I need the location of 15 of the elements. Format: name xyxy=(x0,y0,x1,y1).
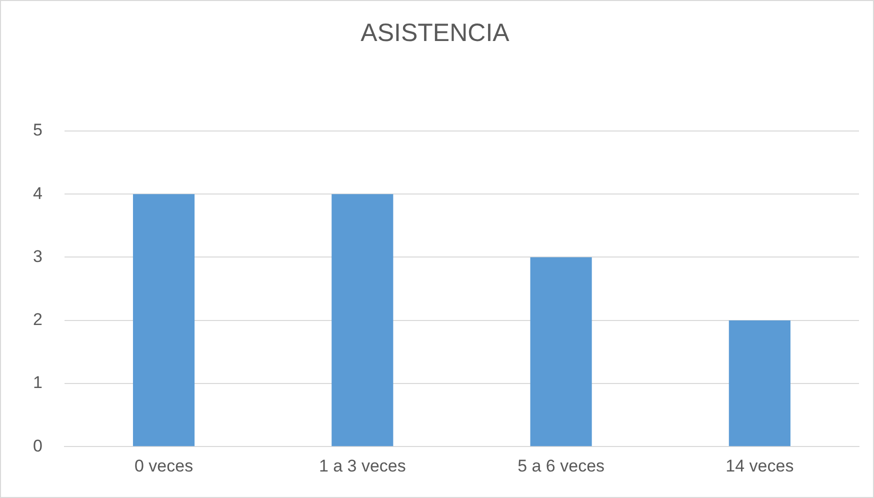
y-tick-label: 2 xyxy=(32,310,42,330)
y-tick-label: 3 xyxy=(32,246,42,266)
y-tick-label: 4 xyxy=(32,184,42,203)
bar xyxy=(530,257,592,446)
x-tick-label: 5 a 6 veces xyxy=(518,456,605,476)
chart-title: ASISTENCIA xyxy=(360,18,510,47)
y-tick-label: 0 xyxy=(32,436,42,456)
x-tick-label: 1 a 3 veces xyxy=(318,456,406,476)
bar xyxy=(728,320,790,446)
y-tick-label: 5 xyxy=(32,120,42,140)
x-tick-label: 0 veces xyxy=(134,456,194,476)
y-tick-label: 1 xyxy=(32,373,42,392)
bar xyxy=(132,194,195,446)
x-tick-label: 14 veces xyxy=(726,456,794,476)
bar xyxy=(332,194,394,446)
